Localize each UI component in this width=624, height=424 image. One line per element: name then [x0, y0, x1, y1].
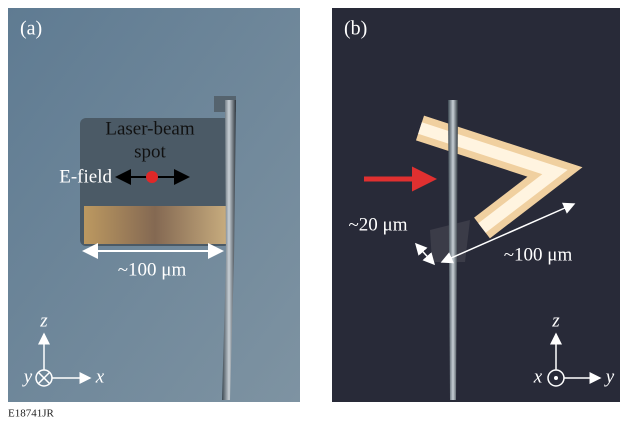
image-background	[332, 8, 620, 402]
laser-spot	[146, 171, 158, 183]
figure: (a) Laser-beam spot E-field ~100 μm z y …	[0, 0, 624, 424]
axis-label: y	[604, 366, 615, 387]
annotation: ~100 μm	[118, 259, 187, 280]
axis-label: z	[39, 310, 48, 331]
annotation: spot	[134, 141, 166, 162]
annotation: E-field	[59, 166, 112, 187]
panel-label: (b)	[344, 18, 367, 40]
annotation: ~100 μm	[504, 244, 573, 265]
axis-label: y	[22, 366, 33, 387]
axis-label: x	[533, 366, 543, 387]
axis-label: x	[95, 366, 105, 387]
figure-id: E18741JR	[8, 408, 55, 420]
panel-label: (a)	[20, 18, 42, 40]
target-band	[84, 206, 226, 244]
axis-label: z	[551, 310, 560, 331]
axis-dot	[554, 376, 558, 380]
panel-a: (a) Laser-beam spot E-field ~100 μm z y …	[8, 8, 300, 402]
annotation: Laser-beam	[105, 118, 195, 139]
panel-b: (b) ~100 μm ~20 μm z x y	[332, 8, 620, 402]
page: (a) Laser-beam spot E-field ~100 μm z y …	[0, 0, 624, 424]
annotation: ~20 μm	[349, 214, 408, 235]
